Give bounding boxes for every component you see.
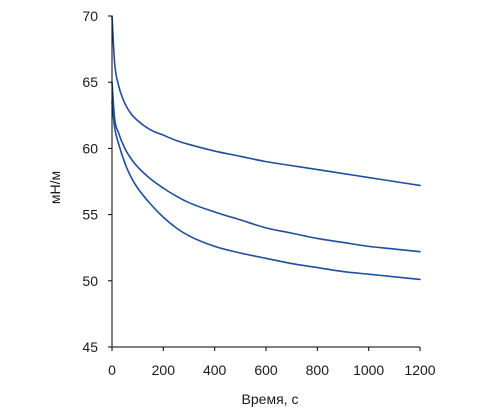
series-line-3: [111, 101, 421, 281]
series-line-1: [111, 15, 421, 187]
y-tick-label: 45: [82, 339, 98, 355]
x-tick-label: 1000: [353, 362, 384, 378]
y-tick-label: 60: [82, 140, 98, 156]
x-tick-label: 400: [203, 362, 227, 378]
series-line-2: [111, 81, 421, 253]
x-tick-label: 200: [152, 362, 176, 378]
x-tick-label: 1200: [404, 362, 435, 378]
y-axis-ticks: 45 50 55 60 65 70: [82, 8, 112, 355]
x-tick-label: 600: [254, 362, 278, 378]
series-group: [111, 15, 421, 281]
x-tick-label: 0: [108, 362, 116, 378]
y-axis-title: мН/м: [47, 171, 63, 204]
x-axis-ticks: 0 200 400 600 800 1000 1200: [108, 347, 436, 378]
y-tick-label: 55: [82, 207, 98, 223]
y-tick-label: 70: [82, 8, 98, 24]
x-axis-title: Время, с: [242, 391, 299, 407]
x-tick-label: 800: [306, 362, 330, 378]
y-tick-label: 50: [82, 273, 98, 289]
y-tick-label: 65: [82, 74, 98, 90]
